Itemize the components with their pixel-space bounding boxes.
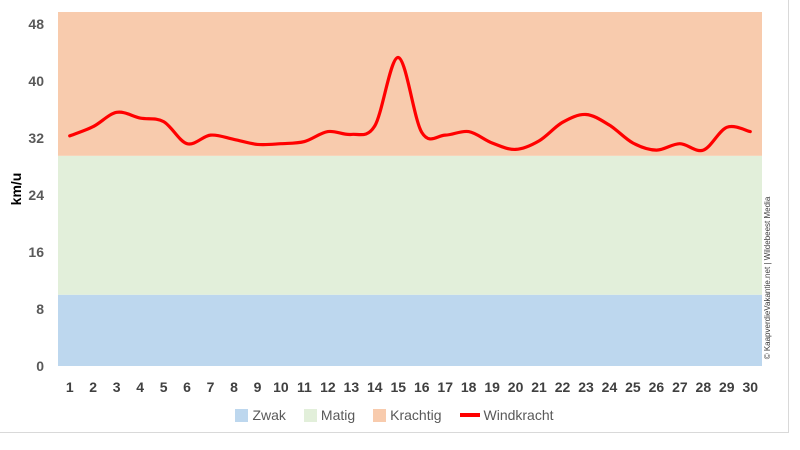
x-tick-label: 15 (390, 379, 406, 395)
x-tick-label: 6 (183, 379, 191, 395)
x-tick-label: 19 (484, 379, 500, 395)
x-tick-label: 21 (531, 379, 547, 395)
legend-item-matig: Matig (303, 407, 356, 423)
x-tick-label: 9 (254, 379, 262, 395)
x-tick-label: 7 (207, 379, 215, 395)
x-tick-label: 13 (344, 379, 360, 395)
credit-text: © KaapverdieVakantie.net | Wildebeest Me… (763, 196, 772, 359)
y-tick-label: 40 (28, 73, 44, 89)
legend-label-zwak: Zwak (252, 407, 286, 423)
band-matig (58, 155, 762, 295)
x-tick-label: 24 (602, 379, 618, 395)
x-tick-label: 1 (66, 379, 74, 395)
legend-label-matig: Matig (320, 407, 356, 423)
y-axis-ticks: 0 8 16 24 32 40 48 (28, 16, 44, 374)
x-tick-label: 16 (414, 379, 430, 395)
x-tick-label: 29 (719, 379, 735, 395)
y-tick-label: 32 (28, 130, 44, 146)
y-tick-label: 8 (36, 301, 44, 317)
legend: Zwak Matig Krachtig Windkracht (0, 405, 789, 425)
band-layer (58, 12, 762, 366)
chart-frame (0, 0, 789, 433)
legend-item-windkracht: Windkracht (459, 407, 554, 423)
x-tick-label: 23 (578, 379, 594, 395)
legend-swatch-matig (303, 408, 317, 422)
legend-label-windkracht: Windkracht (483, 407, 554, 423)
legend-swatch-krachtig (373, 408, 387, 422)
y-tick-label: 0 (36, 358, 44, 374)
series-line-windkracht (68, 55, 752, 153)
x-tick-label: 20 (508, 379, 524, 395)
y-tick-label: 16 (28, 244, 44, 260)
legend-item-zwak: Zwak (235, 407, 286, 423)
legend-swatch-windkracht (459, 413, 480, 417)
x-tick-label: 5 (160, 379, 168, 395)
y-tick-label: 48 (28, 16, 44, 32)
x-tick-label: 27 (672, 379, 688, 395)
x-tick-label: 3 (113, 379, 121, 395)
x-tick-label: 18 (461, 379, 477, 395)
legend-label-krachtig: Krachtig (390, 407, 442, 423)
x-tick-label: 25 (625, 379, 641, 395)
legend-item-krachtig: Krachtig (373, 407, 442, 423)
x-tick-label: 4 (136, 379, 144, 395)
x-tick-label: 12 (320, 379, 336, 395)
x-tick-label: 17 (437, 379, 453, 395)
x-tick-label: 30 (742, 379, 758, 395)
x-tick-label: 22 (555, 379, 571, 395)
x-tick-label: 2 (89, 379, 97, 395)
y-tick-label: 24 (28, 187, 44, 203)
x-tick-label: 10 (273, 379, 289, 395)
x-tick-label: 28 (696, 379, 712, 395)
x-tick-label: 8 (230, 379, 238, 395)
x-axis-ticks: 1 2 3 4 5 6 7 8 9 10 11 12 13 14 15 16 17 18 19 20 21 22 23 24 2… (66, 379, 758, 395)
x-tick-label: 26 (649, 379, 665, 395)
x-tick-label: 11 (297, 379, 312, 395)
legend-swatch-zwak (235, 408, 249, 422)
x-tick-label: 14 (367, 379, 383, 395)
band-zwak (58, 294, 762, 366)
y-axis-label: km/u (8, 173, 24, 206)
